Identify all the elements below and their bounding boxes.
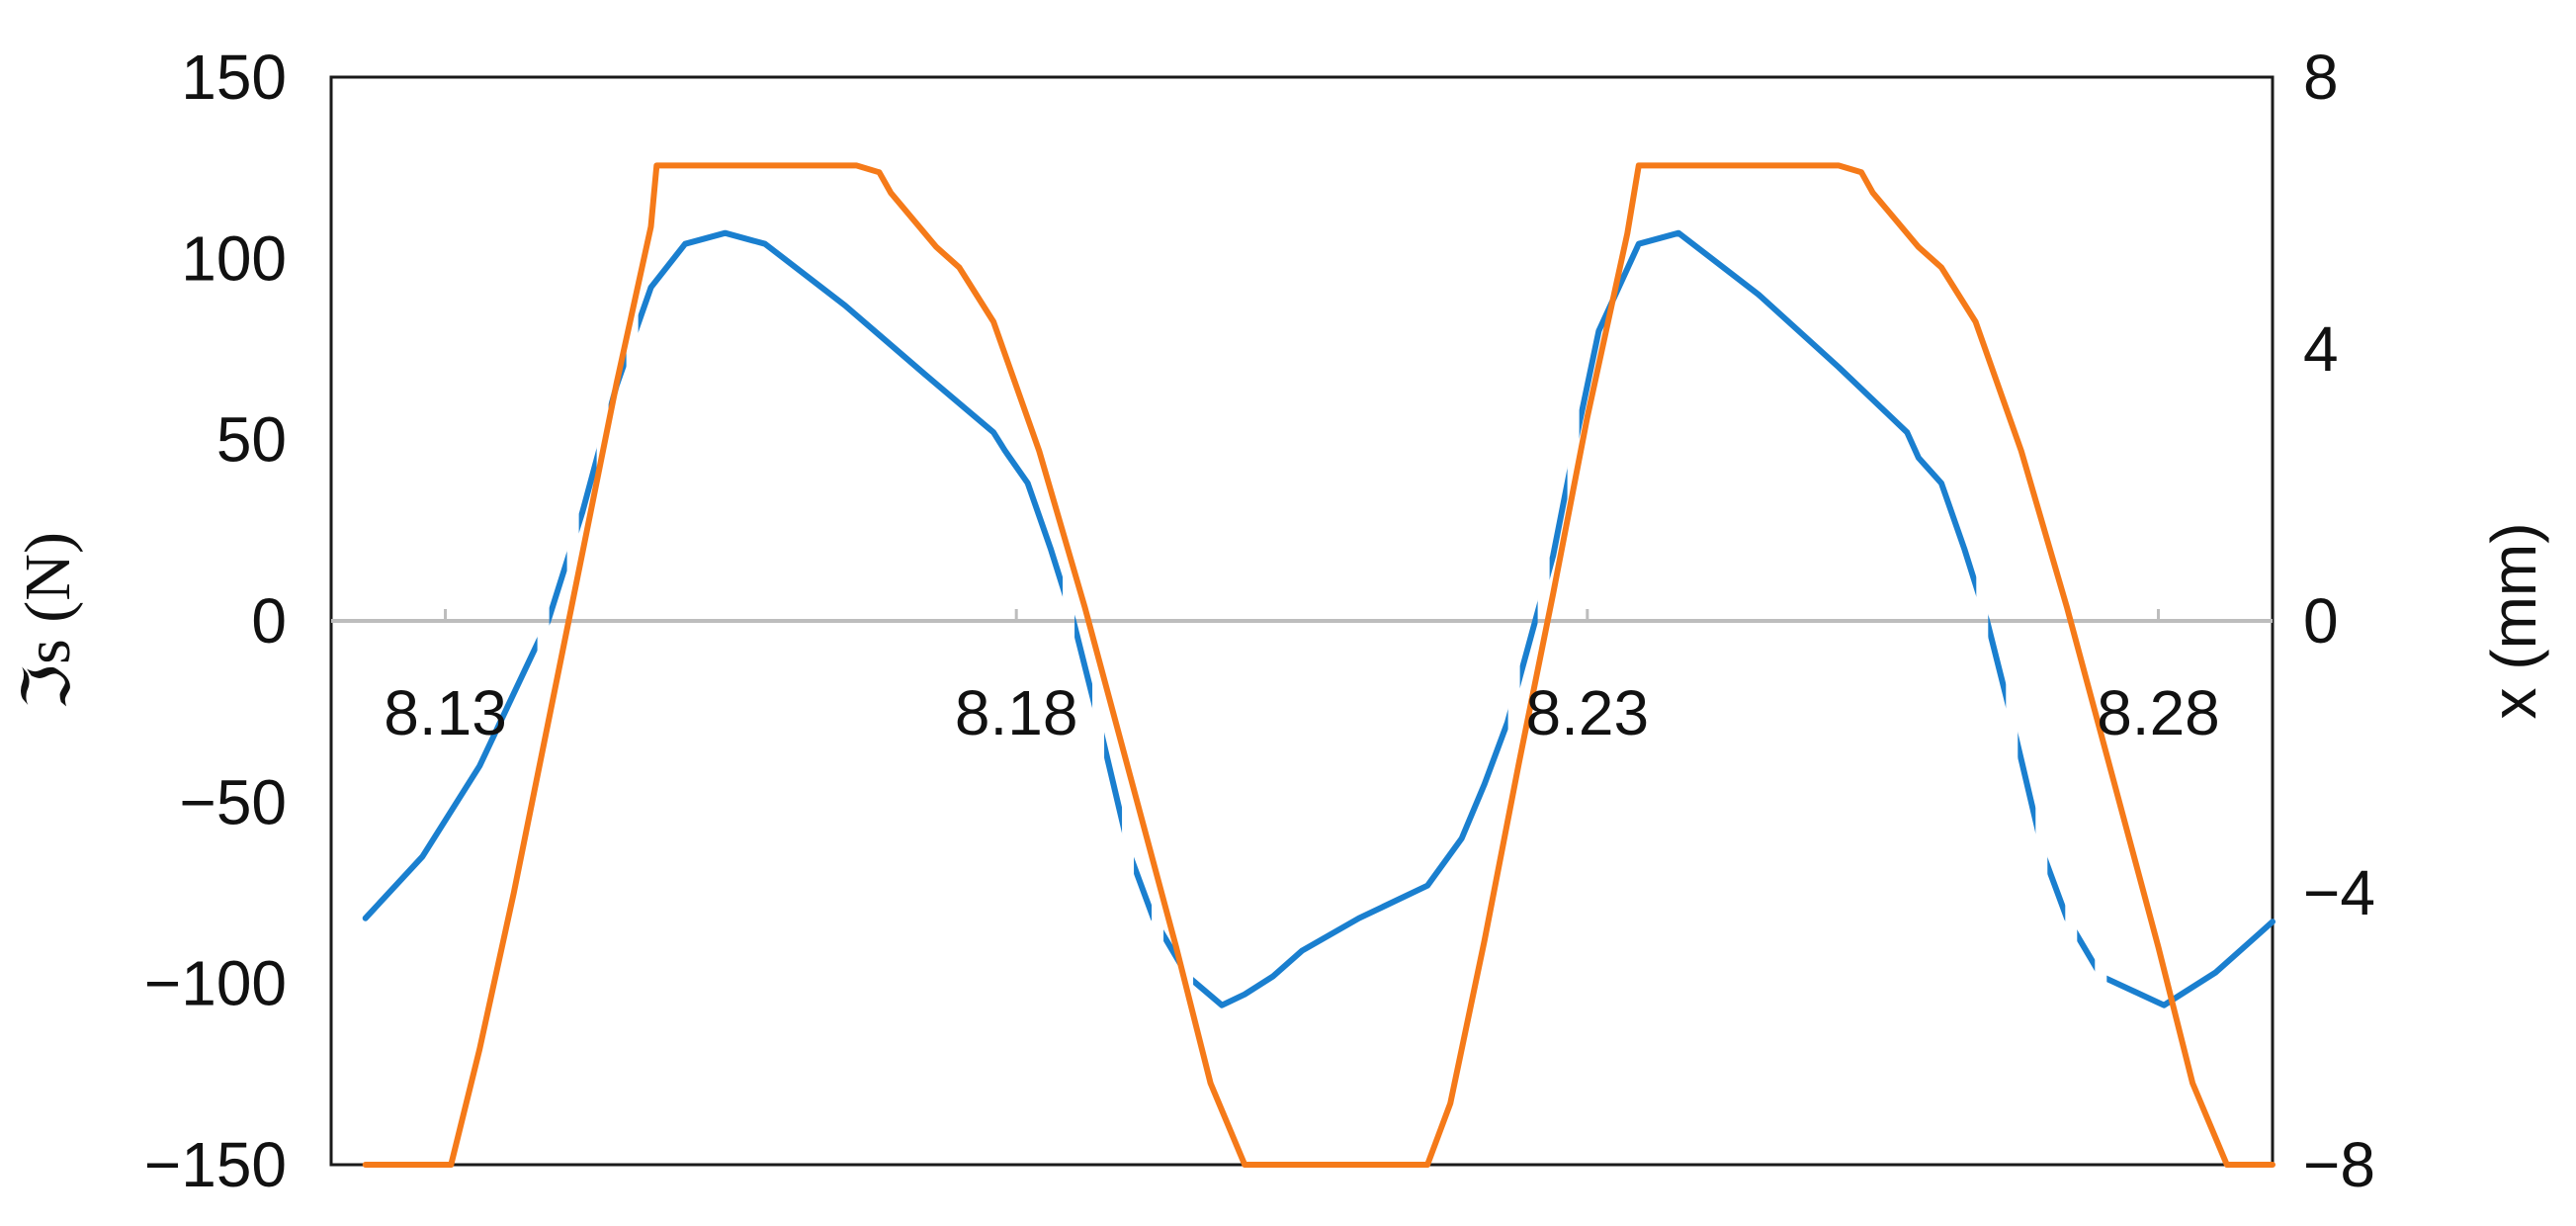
y-tick-label-2: −50 [179,766,287,837]
x-tick-label-0: 8.13 [384,677,507,748]
y-axis-title: ℑs (N) [12,532,84,710]
y2-tick-label-4: 8 [2303,42,2339,113]
x-tick-label-1: 8.18 [955,677,1078,748]
y-tick-label-3: 0 [251,585,287,657]
y2-tick-label-3: 4 [2303,313,2339,385]
y-tick-label-4: 50 [216,404,287,476]
x-tick-label-2: 8.23 [1526,677,1650,748]
y2-tick-label-2: 0 [2303,585,2339,657]
y2-tick-label-0: −8 [2303,1129,2375,1200]
y2-axis-title: x (mm) [2478,522,2549,719]
y-tick-label-1: −100 [144,948,287,1019]
y2-tick-label-1: −4 [2303,857,2375,928]
series-line-displacement [362,162,2275,1168]
y-tick-label-6: 150 [181,42,287,113]
series-line-force [362,229,2275,1008]
x-tick-label-3: 8.28 [2097,677,2220,748]
y-tick-label-0: −150 [144,1129,287,1200]
y-tick-label-5: 100 [181,222,287,294]
